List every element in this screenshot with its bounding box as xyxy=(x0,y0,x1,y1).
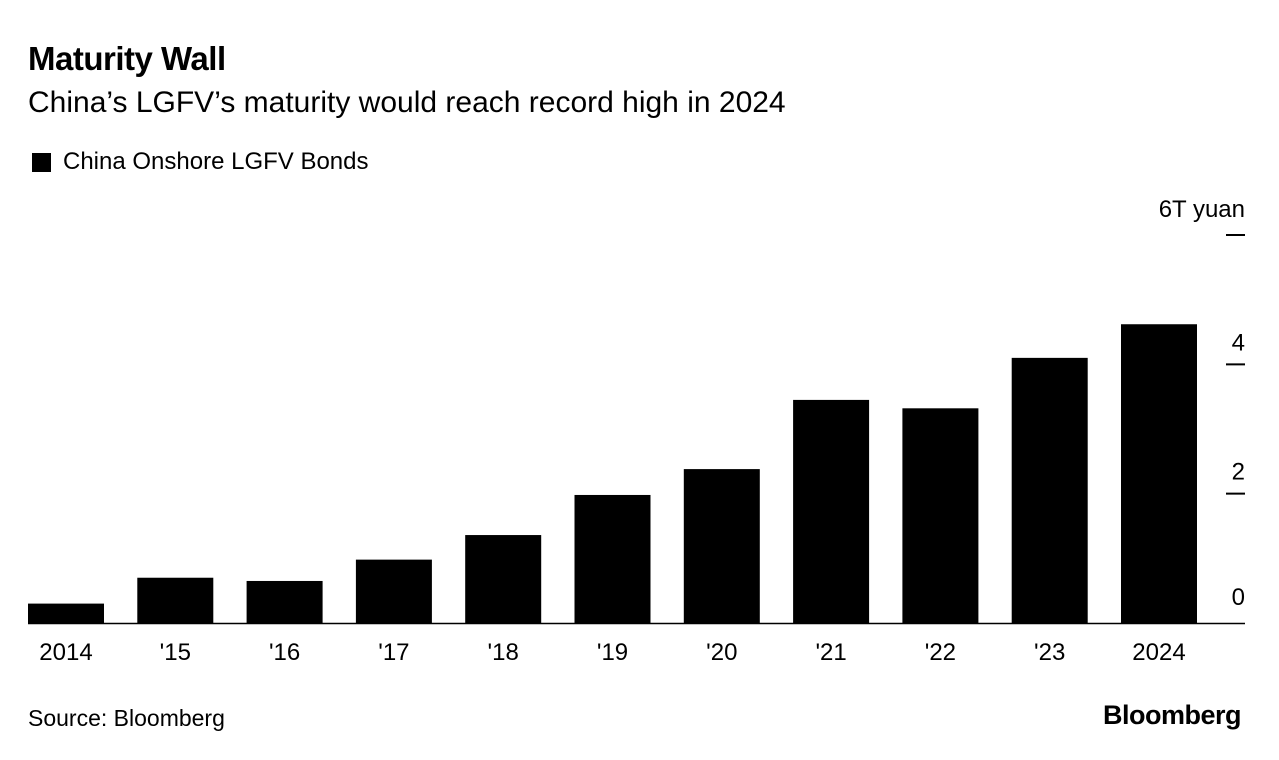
source-note: Source: Bloomberg xyxy=(28,705,225,731)
bar xyxy=(28,603,104,623)
chart-subtitle: China’s LGFV’s maturity would reach reco… xyxy=(28,86,786,119)
x-tick-label: '21 xyxy=(815,639,846,666)
chart-title: Maturity Wall xyxy=(28,40,226,77)
bar xyxy=(465,535,542,623)
bloomberg-logo: Bloomberg xyxy=(1102,700,1242,730)
x-tick-label: '15 xyxy=(160,639,191,666)
x-tick-label: '22 xyxy=(925,639,956,666)
legend: China Onshore LGFV Bonds xyxy=(32,148,369,176)
x-tick-label: '17 xyxy=(378,639,409,666)
bar xyxy=(1011,357,1088,623)
y-tick-label: 4 xyxy=(1232,329,1245,356)
bar xyxy=(902,408,979,623)
legend-swatch xyxy=(32,152,51,172)
bar xyxy=(137,577,214,623)
x-tick-label: '20 xyxy=(706,639,737,666)
x-tick-label: 2014 xyxy=(39,639,92,666)
bar xyxy=(574,494,651,623)
y-unit-label: 6T yuan xyxy=(1159,196,1245,223)
legend-label: China Onshore LGFV Bonds xyxy=(63,148,369,175)
bar xyxy=(1121,324,1197,623)
bar xyxy=(793,399,870,623)
x-tick-label: '18 xyxy=(488,639,519,666)
y-tick-label: 2 xyxy=(1232,459,1245,486)
bar xyxy=(246,580,323,623)
x-tick-label: '16 xyxy=(269,639,300,666)
x-tick-label: '23 xyxy=(1034,639,1065,666)
bar xyxy=(683,469,760,623)
x-tick-label: '19 xyxy=(597,639,628,666)
bar-chart: 2014 '15 '16 '17 '18 '19 '20 '21 '22 '23 2024 0 2 4 6T… xyxy=(28,196,1245,666)
x-tick-label: 2024 xyxy=(1132,639,1185,666)
bar xyxy=(355,559,432,623)
y-tick-label: 0 xyxy=(1232,584,1245,611)
